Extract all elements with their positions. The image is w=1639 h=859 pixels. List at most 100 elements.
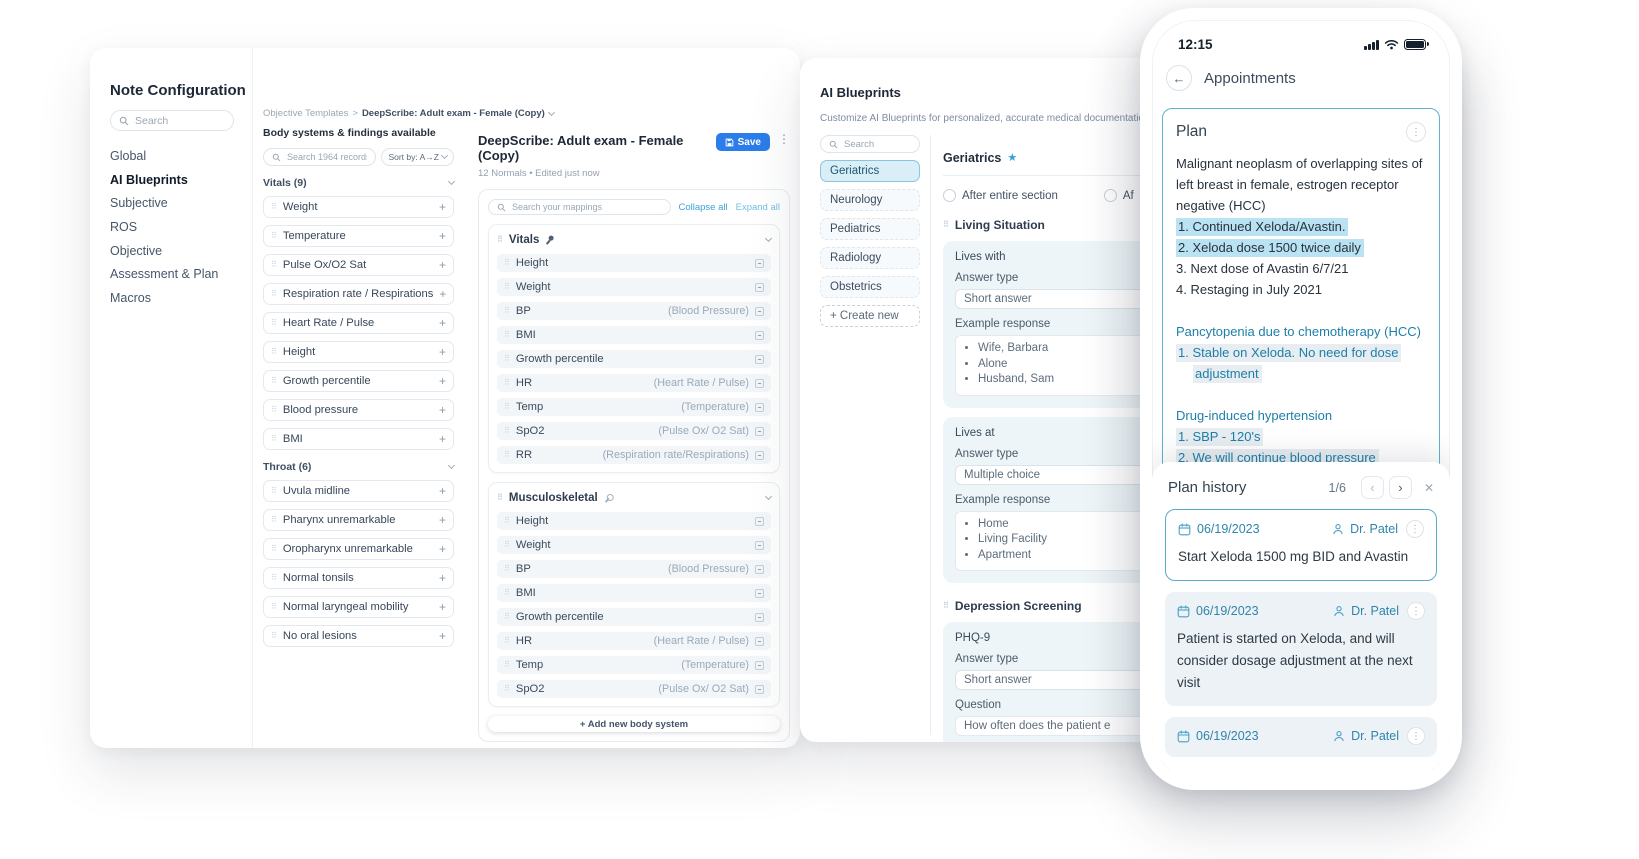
finding-row[interactable]: ⠿ Pulse Ox/O2 Sat + <box>263 254 454 276</box>
drag-handle-icon[interactable]: ⠿ <box>271 631 277 640</box>
search-records-input[interactable] <box>287 152 368 162</box>
pin-icon[interactable] <box>543 233 556 246</box>
mapping-row[interactable]: ⠿ Height <box>497 254 771 272</box>
finding-row[interactable]: ⠿ Weight + <box>263 196 454 218</box>
drag-handle-icon[interactable]: ⠿ <box>504 588 510 597</box>
remove-icon[interactable] <box>755 354 764 364</box>
drag-handle-icon[interactable]: ⠿ <box>271 434 277 443</box>
group-header[interactable]: Throat (6) <box>263 461 456 473</box>
history-card[interactable]: 06/19/2023 Dr. Patel ⋮ Patient is starte… <box>1165 592 1437 706</box>
back-button[interactable]: ← <box>1166 65 1192 91</box>
add-icon[interactable]: + <box>438 200 446 214</box>
remove-icon[interactable] <box>755 378 764 388</box>
drag-handle-icon[interactable]: ⠿ <box>271 376 277 385</box>
drag-handle-icon[interactable]: ⠿ <box>504 354 510 363</box>
create-new-blueprint-button[interactable]: + Create new <box>820 305 920 327</box>
mapping-row[interactable]: ⠿ SpO2 (Pulse Ox/ O2 Sat) <box>497 680 771 698</box>
history-kebab-button[interactable]: ⋮ <box>1407 602 1425 620</box>
finding-row[interactable]: ⠿ Pharynx unremarkable + <box>263 509 454 531</box>
blueprint-section-header[interactable]: ⠿ Living Situation <box>943 218 1440 232</box>
sidebar-item[interactable]: Subjective <box>110 191 234 215</box>
chevron-down-icon[interactable] <box>447 177 456 186</box>
mapping-row[interactable]: ⠿ Weight <box>497 536 771 554</box>
drag-handle-icon[interactable]: ⠿ <box>271 486 277 495</box>
mappings-search-input[interactable] <box>512 202 662 212</box>
add-icon[interactable]: + <box>438 629 446 643</box>
blueprint-tab[interactable]: Pediatrics <box>820 218 920 240</box>
drag-handle-icon[interactable]: ⠿ <box>271 405 277 414</box>
add-icon[interactable]: + <box>438 345 446 359</box>
chevron-down-icon[interactable] <box>764 234 773 243</box>
mapping-row[interactable]: ⠿ BP (Blood Pressure) <box>497 560 771 578</box>
mapping-row[interactable]: ⠿ Temp (Temperature) <box>497 656 771 674</box>
sidebar-item[interactable]: Objective <box>110 239 234 263</box>
finding-row[interactable]: ⠿ Oropharynx unremarkable + <box>263 538 454 560</box>
blueprint-tab[interactable]: Radiology <box>820 247 920 269</box>
finding-row[interactable]: ⠿ Uvula midline + <box>263 480 454 502</box>
history-kebab-button[interactable]: ⋮ <box>1407 727 1425 745</box>
pin-icon[interactable] <box>602 491 615 504</box>
finding-row[interactable]: ⠿ No oral lesions + <box>263 625 454 647</box>
history-card[interactable]: 06/19/2023 Dr. Patel ⋮ <box>1165 717 1437 757</box>
remove-icon[interactable] <box>755 306 764 316</box>
add-icon[interactable]: + <box>438 258 446 272</box>
add-icon[interactable]: + <box>439 287 447 301</box>
remove-icon[interactable] <box>755 258 764 268</box>
expand-all-link[interactable]: Expand all <box>735 201 780 213</box>
drag-handle-icon[interactable]: ⠿ <box>504 282 510 291</box>
remove-icon[interactable] <box>755 450 764 460</box>
add-icon[interactable]: + <box>438 432 446 446</box>
mapping-group-header[interactable]: ⠿ Vitals <box>497 231 773 248</box>
remove-icon[interactable] <box>755 636 764 646</box>
sidebar-item[interactable]: Global <box>110 144 234 168</box>
drag-handle-icon[interactable]: ⠿ <box>271 202 277 211</box>
breadcrumb-root[interactable]: Objective Templates <box>263 108 349 119</box>
remove-icon[interactable] <box>755 282 764 292</box>
blueprint-search-input[interactable] <box>844 138 911 150</box>
star-icon[interactable]: ★ <box>1007 151 1018 164</box>
sort-button[interactable]: Sort by: A→Z <box>381 148 454 166</box>
drag-handle-icon[interactable]: ⠿ <box>504 330 510 339</box>
drag-handle-icon[interactable]: ⠿ <box>271 231 277 240</box>
mappings-search[interactable] <box>488 199 671 215</box>
finding-row[interactable]: ⠿ Heart Rate / Pulse + <box>263 312 454 334</box>
mapping-group-header[interactable]: ⠿ Musculoskeletal <box>497 489 773 506</box>
finding-row[interactable]: ⠿ Temperature + <box>263 225 454 247</box>
save-button[interactable]: Save <box>715 133 770 151</box>
add-icon[interactable]: + <box>438 316 446 330</box>
mapping-row[interactable]: ⠿ HR (Heart Rate / Pulse) <box>497 632 771 650</box>
remove-icon[interactable] <box>755 516 764 526</box>
remove-icon[interactable] <box>755 426 764 436</box>
drag-handle-icon[interactable]: ⠿ <box>497 493 503 502</box>
drag-handle-icon[interactable]: ⠿ <box>504 450 510 459</box>
breadcrumb[interactable]: Objective Templates > DeepScribe: Adult … <box>263 108 555 119</box>
drag-handle-icon[interactable]: ⠿ <box>504 660 510 669</box>
sidebar-item[interactable]: AI Blueprints <box>110 168 234 192</box>
search-input[interactable] <box>135 114 225 127</box>
drag-handle-icon[interactable]: ⠿ <box>943 220 949 229</box>
mapping-row[interactable]: ⠿ Growth percentile <box>497 608 771 626</box>
drag-handle-icon[interactable]: ⠿ <box>271 602 277 611</box>
finding-row[interactable]: ⠿ Normal laryngeal mobility + <box>263 596 454 618</box>
next-button[interactable]: › <box>1388 476 1412 499</box>
blueprint-tab[interactable]: Neurology <box>820 189 920 211</box>
remove-icon[interactable] <box>755 330 764 340</box>
sidebar-item[interactable]: Assessment & Plan <box>110 262 234 286</box>
radio-option-2[interactable] <box>1103 189 1117 202</box>
sidebar-item[interactable]: ROS <box>110 215 234 239</box>
drag-handle-icon[interactable]: ⠿ <box>504 636 510 645</box>
drag-handle-icon[interactable]: ⠿ <box>504 306 510 315</box>
finding-row[interactable]: ⠿ BMI + <box>263 428 454 450</box>
collapse-all-link[interactable]: Collapse all <box>678 201 728 213</box>
remove-icon[interactable] <box>755 564 764 574</box>
mapping-row[interactable]: ⠿ RR (Respiration rate/Respirations) <box>497 446 771 464</box>
drag-handle-icon[interactable]: ⠿ <box>504 540 510 549</box>
drag-handle-icon[interactable]: ⠿ <box>504 612 510 621</box>
radio-after-entire-section[interactable] <box>943 189 956 202</box>
group-header[interactable]: Vitals (9) <box>263 177 456 189</box>
add-icon[interactable]: + <box>438 229 446 243</box>
close-icon[interactable]: ✕ <box>1423 480 1434 495</box>
add-icon[interactable]: + <box>438 542 446 556</box>
drag-handle-icon[interactable]: ⠿ <box>271 289 277 298</box>
mapping-row[interactable]: ⠿ SpO2 (Pulse Ox/ O2 Sat) <box>497 422 771 440</box>
